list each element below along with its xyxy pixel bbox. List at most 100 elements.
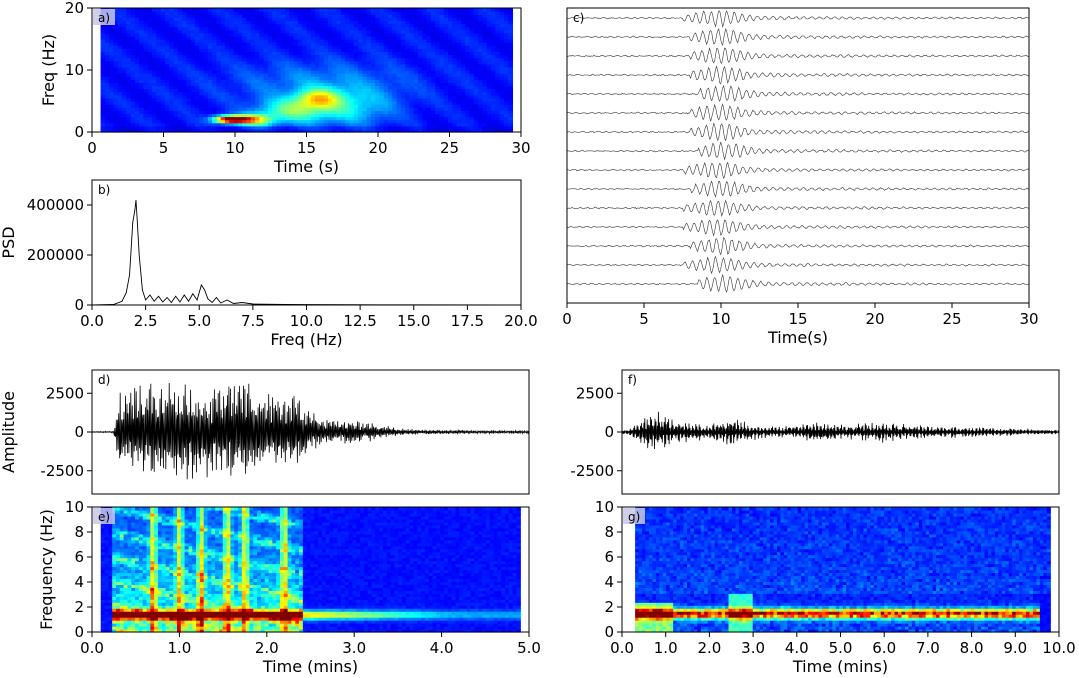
heatmap-cell: [357, 8, 363, 12]
heatmap-cell: [131, 617, 136, 621]
heatmap-cell: [400, 51, 406, 56]
heatmap-cell: [130, 42, 136, 46]
heatmap-cell: [104, 572, 109, 577]
heatmap-cell: [315, 128, 320, 133]
heatmap-cell: [486, 32, 492, 37]
heatmap-cell: [224, 88, 230, 93]
heatmap-cell: [139, 125, 145, 130]
heatmap-cell: [302, 26, 308, 31]
heatmap-cell: [233, 26, 239, 31]
heatmap-cell: [435, 73, 441, 77]
heatmap-cell: [349, 45, 355, 49]
heatmap-cell: [233, 110, 239, 114]
heatmap-cell: [285, 73, 290, 77]
heatmap-cell: [495, 94, 501, 99]
heatmap-cell: [460, 32, 466, 37]
heatmap-cell: [366, 94, 372, 99]
heatmap-cell: [469, 11, 475, 15]
heatmap-cell: [375, 104, 381, 108]
heatmap-cell: [375, 35, 381, 40]
heatmap-cell: [490, 91, 496, 96]
heatmap-cell: [127, 563, 132, 568]
x-tick-label: 25: [440, 139, 459, 157]
heatmap-cell: [465, 119, 471, 124]
heatmap-cell: [490, 119, 496, 124]
heatmap-cell: [460, 14, 466, 18]
heatmap-cell: [119, 572, 125, 577]
heatmap-cell: [293, 60, 299, 65]
heatmap-cell: [255, 85, 260, 90]
heatmap-cell: [503, 42, 509, 46]
heatmap-cell: [150, 593, 155, 597]
heatmap-cell: [276, 119, 282, 124]
heatmap-cell: [375, 91, 381, 96]
heatmap-cell: [131, 530, 136, 535]
heatmap-cell: [146, 557, 151, 562]
heatmap-cell: [127, 617, 132, 621]
heatmap-cell: [224, 73, 230, 77]
heatmap-cell: [297, 20, 303, 25]
heatmap-cell: [405, 57, 411, 62]
heatmap-cell: [100, 593, 106, 597]
heatmap-cell: [327, 70, 333, 74]
heatmap-cell: [160, 125, 166, 130]
heatmap-cell: [297, 29, 303, 34]
heatmap-cell: [327, 101, 333, 105]
heatmap-cell: [443, 35, 449, 40]
heatmap-cell: [272, 26, 278, 31]
heatmap-cell: [207, 17, 213, 21]
heatmap-cell: [478, 57, 483, 62]
heatmap-cell: [246, 39, 252, 43]
heatmap-cell: [123, 575, 129, 580]
heatmap-cell: [156, 51, 162, 56]
heatmap-cell: [362, 97, 368, 102]
heatmap-cell: [280, 116, 286, 121]
heatmap-cell: [306, 125, 312, 130]
heatmap-cell: [113, 39, 119, 43]
heatmap-cell: [143, 88, 149, 93]
heatmap-cell: [190, 48, 196, 52]
heatmap-cell: [164, 14, 170, 18]
heatmap-cell: [139, 20, 145, 25]
heatmap-cell: [143, 26, 149, 31]
heatmap-cell: [490, 107, 496, 111]
heatmap-cell: [370, 17, 376, 21]
heatmap-cell: [142, 551, 148, 556]
heatmap-cell: [508, 104, 514, 108]
heatmap-cell: [173, 39, 179, 43]
heatmap-cell: [362, 54, 368, 59]
heatmap-cell: [409, 57, 415, 62]
heatmap-cell: [135, 593, 140, 597]
heatmap-cell: [150, 608, 155, 612]
heatmap-cell: [119, 575, 125, 580]
heatmap-cell: [289, 128, 295, 133]
heatmap-cell: [503, 63, 509, 68]
heatmap-cell: [276, 125, 282, 130]
heatmap-cell: [212, 23, 218, 28]
heatmap-cell: [439, 88, 445, 93]
heatmap-cell: [280, 119, 286, 124]
heatmap-cell: [127, 518, 132, 523]
heatmap-cell: [426, 57, 432, 62]
heatmap-cell: [405, 42, 411, 46]
heatmap-cell: [306, 110, 312, 114]
heatmap-cell: [306, 113, 312, 118]
heatmap-cell: [100, 91, 106, 96]
heatmap-cell: [139, 51, 145, 56]
heatmap-cell: [123, 530, 129, 535]
heatmap-cell: [139, 119, 145, 124]
heatmap-cell: [190, 45, 196, 49]
heatmap-cell: [122, 91, 127, 96]
heatmap-cell: [131, 507, 136, 511]
heatmap-cell: [135, 620, 140, 624]
heatmap-cell: [460, 94, 466, 99]
heatmap-cell: [400, 32, 406, 37]
heatmap-cell: [353, 54, 359, 59]
heatmap-cell: [150, 527, 155, 532]
heatmap-cell: [190, 85, 196, 90]
heatmap-cell: [289, 101, 295, 105]
heatmap-cell: [119, 608, 125, 612]
seismic-trace: [566, 236, 1030, 256]
heatmap-cell: [203, 51, 209, 56]
heatmap-cell: [430, 82, 436, 87]
